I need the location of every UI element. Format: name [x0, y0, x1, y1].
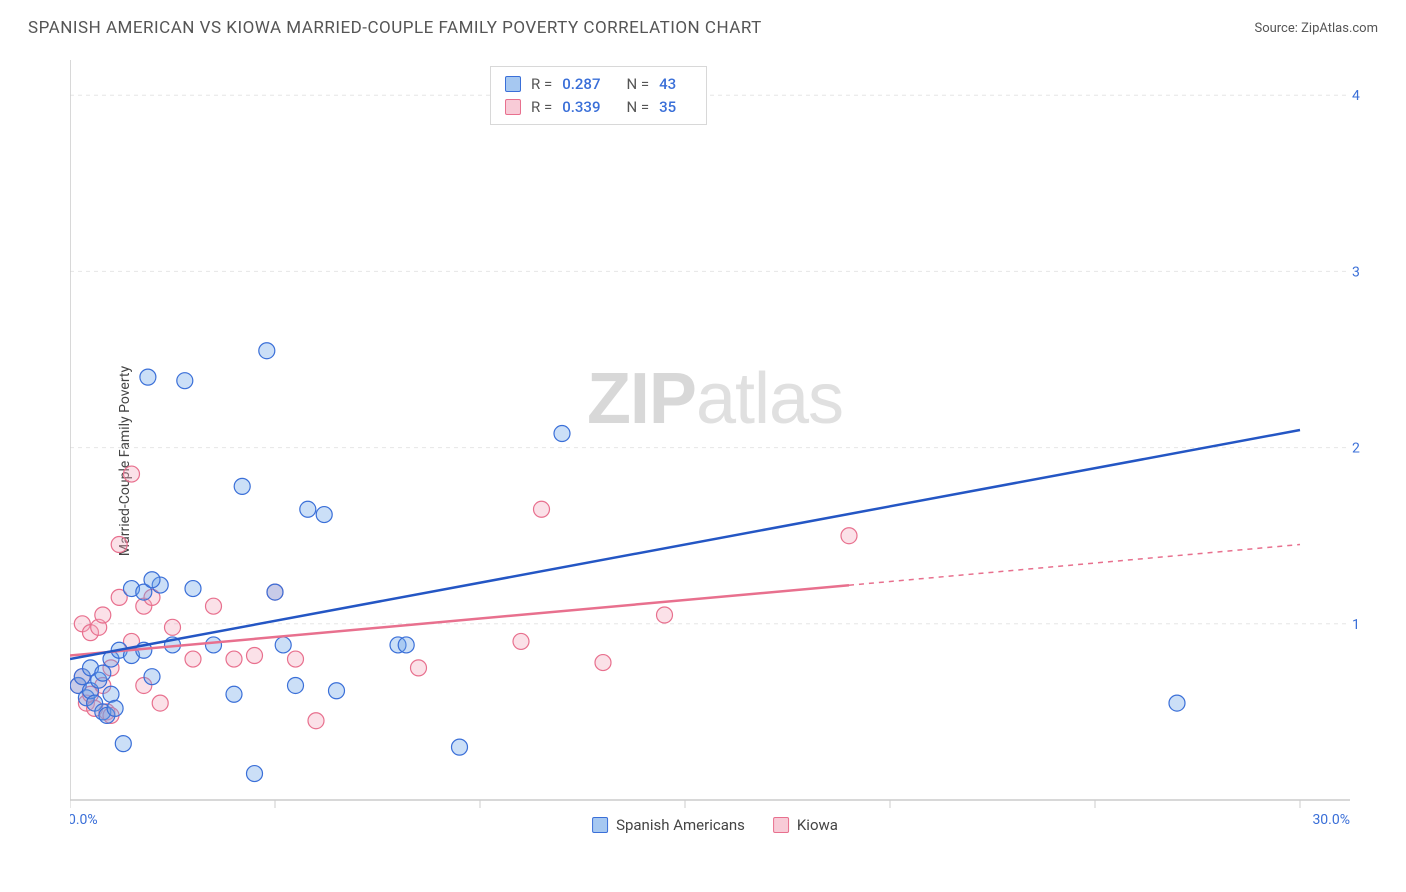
swatch-spanish-icon: [592, 817, 608, 833]
legend-item-kiowa: Kiowa: [773, 816, 838, 834]
r-value-spanish: 0.287: [562, 73, 600, 96]
svg-text:30.0%: 30.0%: [1312, 812, 1350, 828]
svg-text:30.0%: 30.0%: [1352, 264, 1360, 280]
r-label: R =: [531, 73, 552, 96]
r-label: R =: [531, 96, 552, 119]
plot-area: ZIPatlas R = 0.287 N = 43 R = 0.339 N = …: [70, 60, 1360, 830]
legend-item-spanish: Spanish Americans: [592, 816, 745, 834]
n-label: N =: [626, 73, 649, 96]
svg-text:0.0%: 0.0%: [70, 812, 98, 828]
source-name: ZipAtlas.com: [1301, 21, 1378, 36]
legend-label-spanish: Spanish Americans: [616, 816, 745, 834]
source-label: Source:: [1254, 21, 1301, 36]
n-value-kiowa: 35: [659, 96, 676, 119]
correlation-legend: R = 0.287 N = 43 R = 0.339 N = 35: [490, 66, 707, 125]
chart-container: Married-Couple Family Poverty ZIPatlas R…: [48, 60, 1386, 862]
swatch-kiowa-icon: [773, 817, 789, 833]
r-value-kiowa: 0.339: [562, 96, 600, 119]
chart-svg: 10.0% 20.0% 30.0% 40.0% 0.0% 30.0%: [70, 60, 1360, 830]
svg-text:40.0%: 40.0%: [1352, 88, 1360, 104]
n-value-spanish: 43: [659, 73, 676, 96]
legend-row-spanish: R = 0.287 N = 43: [505, 73, 692, 96]
svg-text:20.0%: 20.0%: [1352, 441, 1360, 457]
series-legend: Spanish Americans Kiowa: [592, 816, 838, 834]
legend-row-kiowa: R = 0.339 N = 35: [505, 96, 692, 119]
legend-label-kiowa: Kiowa: [797, 816, 838, 834]
swatch-spanish: [505, 76, 521, 92]
swatch-kiowa: [505, 99, 521, 115]
chart-title: SPANISH AMERICAN VS KIOWA MARRIED-COUPLE…: [28, 18, 762, 38]
n-label: N =: [626, 96, 649, 119]
svg-text:10.0%: 10.0%: [1352, 617, 1360, 633]
source-attribution: Source: ZipAtlas.com: [1254, 21, 1378, 36]
